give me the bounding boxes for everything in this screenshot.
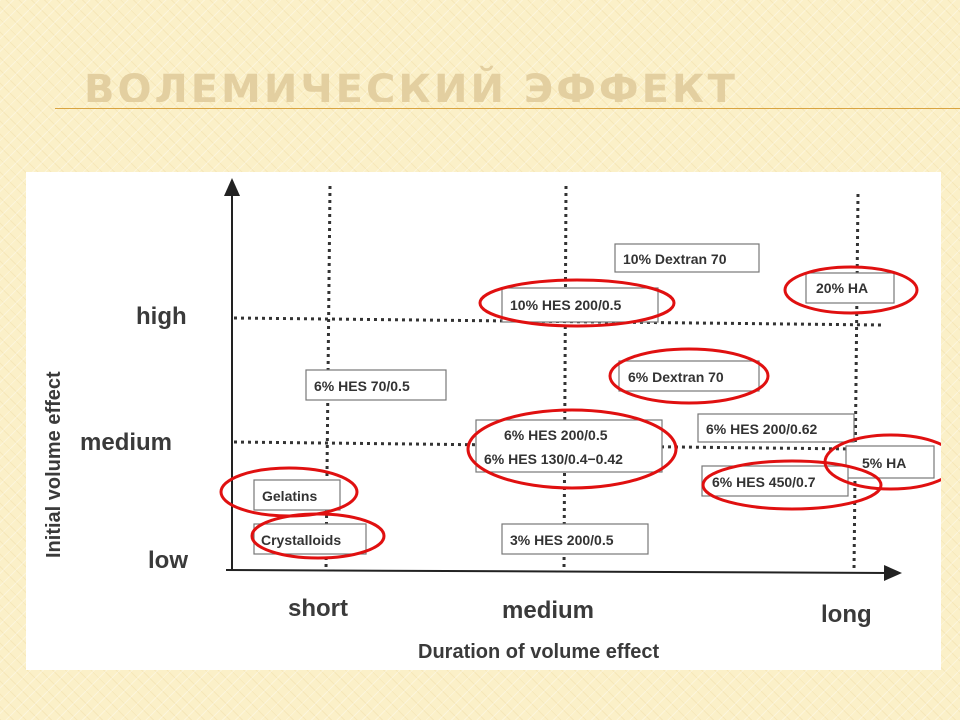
slide-title: ВОЛЕМИЧЕСКИЙ ЭФФЕКТ: [84, 67, 738, 102]
highlight-oval-20-ha: [783, 265, 919, 315]
highlight-oval-6-dextran-70: [608, 347, 770, 405]
item-20-ha: 20% HA: [805, 272, 895, 304]
svg-text:6% HES 200/0.5: 6% HES 200/0.5: [504, 427, 608, 443]
highlight-oval-6-hes-450: [701, 459, 883, 511]
item-5-ha: 5% HA: [845, 445, 935, 479]
item-10-hes-200-0-5: 10% HES 200/0.5: [501, 287, 659, 323]
item-6-hes-200-0-62: 6% HES 200/0.62: [697, 413, 855, 443]
svg-text:20% HA: 20% HA: [816, 280, 868, 296]
y-axis-title: Initial volume effect: [43, 371, 65, 558]
x-level-long: long: [821, 601, 872, 628]
volume-effect-diagram: Initial volume effect Duration of volume…: [26, 172, 941, 670]
gridline-medium-x: [562, 185, 568, 571]
x-level-short: short: [288, 595, 348, 622]
x-axis: [225, 564, 902, 581]
svg-text:6% Dextran 70: 6% Dextran 70: [628, 369, 724, 385]
item-crystalloids: Crystalloids: [253, 523, 367, 555]
svg-text:6% HES 130/0.4−0.42: 6% HES 130/0.4−0.42: [484, 451, 623, 467]
diagram-canvas: Initial volume effect Duration of volume…: [43, 178, 941, 663]
item-gelatins: Gelatins: [253, 479, 341, 511]
highlight-oval-6-hes-200-130: [466, 408, 678, 490]
highlight-oval-crystalloids: [250, 512, 386, 560]
item-6-hes-200-0-5-and-130: 6% HES 200/0.5 6% HES 130/0.4−0.42: [475, 419, 663, 473]
svg-text:3% HES 200/0.5: 3% HES 200/0.5: [510, 532, 614, 548]
svg-text:6% HES 200/0.62: 6% HES 200/0.62: [706, 421, 818, 437]
svg-text:10% HES 200/0.5: 10% HES 200/0.5: [510, 297, 622, 313]
item-6-dextran-70: 6% Dextran 70: [618, 360, 760, 392]
item-6-hes-70-0-5: 6% HES 70/0.5: [305, 369, 447, 401]
y-level-medium: medium: [80, 429, 172, 456]
svg-text:6% HES 450/0.7: 6% HES 450/0.7: [712, 474, 816, 490]
item-10-dextran-70: 10% Dextran 70: [614, 243, 760, 273]
x-axis-title: Duration of volume effect: [418, 641, 659, 663]
svg-text:Gelatins: Gelatins: [262, 488, 317, 504]
svg-text:6% HES 70/0.5: 6% HES 70/0.5: [314, 378, 410, 394]
gridline-long: [852, 193, 860, 571]
svg-text:5% HA: 5% HA: [862, 455, 906, 471]
item-3-hes-200-0-5: 3% HES 200/0.5: [501, 523, 649, 555]
highlight-oval-10-hes-200: [478, 278, 676, 328]
svg-text:10% Dextran 70: 10% Dextran 70: [623, 251, 727, 267]
y-level-low: low: [148, 547, 188, 574]
x-level-medium: medium: [502, 597, 594, 624]
svg-text:Crystalloids: Crystalloids: [261, 532, 341, 548]
y-level-high: high: [136, 303, 187, 330]
gridline-short: [324, 185, 332, 571]
title-underline: [55, 108, 960, 109]
